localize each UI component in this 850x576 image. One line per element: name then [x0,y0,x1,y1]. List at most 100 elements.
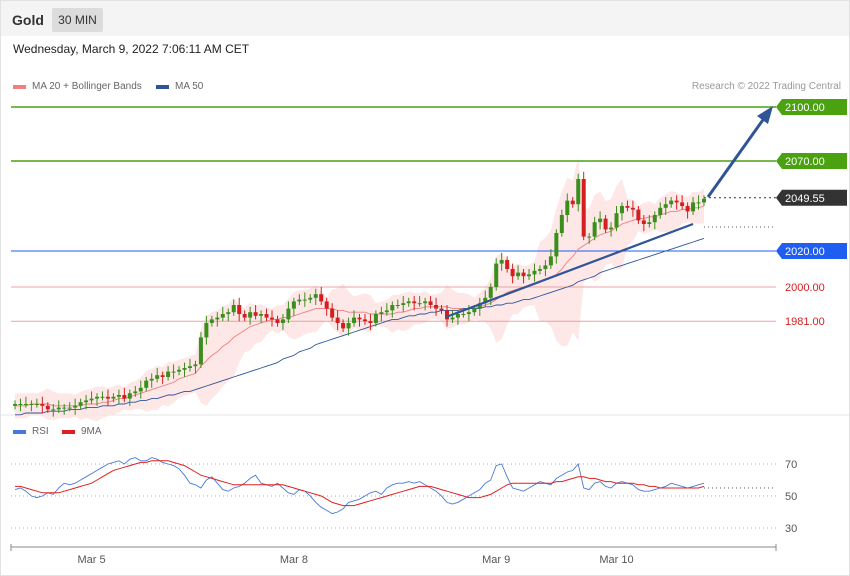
candle-body [177,369,182,372]
candle-body [144,380,149,388]
bollinger-bands [15,157,704,422]
candle-body [297,299,302,302]
candle-body [302,299,307,301]
candle-body [111,396,116,399]
candle-body [248,312,253,318]
candle-body [226,312,231,314]
candle-body [280,319,285,323]
candle-body [483,297,488,304]
candle-body [324,301,329,309]
candle-body [658,207,663,215]
candle-body [286,308,291,320]
candle-body [18,404,23,405]
forecast-arrow-head [757,106,773,124]
candle-body [40,404,45,406]
candle-body [34,404,39,405]
candle-body [652,215,657,223]
candle-body [346,323,351,329]
candle-body [570,200,575,205]
candle-body [155,375,160,379]
candle-body [581,179,586,237]
candle-body [45,405,50,410]
bollinger-band-area [15,157,704,422]
candle-body [78,402,83,406]
candle-body [62,407,67,409]
candle-body [270,317,275,320]
candle-body [29,404,34,405]
ma9-swatch [62,429,75,434]
candle-body [253,312,258,316]
price-levels: 2100.00 2070.00 2049.55 2020.00 2000.00 1981.… [11,99,847,328]
x-tick-label: Mar 10 [599,554,633,566]
x-tick-label: Mar 9 [482,554,510,566]
candle-body [450,317,455,320]
candle-body [352,317,357,323]
timeframe-button[interactable]: 30 MIN [52,8,103,32]
candle-body [384,310,389,313]
level-label-1981.00: 1981.00 [785,316,825,328]
candle-body [532,270,537,275]
x-axis: Mar 5 Mar 8 Mar 9 Mar 10 [10,544,777,566]
level-label-2049.55: 2049.55 [785,193,825,205]
rsi-tick-70: 70 [785,459,797,471]
candle-body [357,317,362,320]
candle-body [67,407,72,409]
rsi-line [14,457,705,515]
forecast-arrow-shaft [706,116,767,198]
candle-body [603,218,608,230]
candle-body [95,396,100,399]
candle-body [313,294,318,298]
candle-body [84,400,89,403]
candle-body [231,305,236,313]
candle-body [565,200,570,215]
candle-body [209,319,214,323]
candle-body [527,274,532,277]
candle-body [362,319,367,322]
candle-body [237,305,242,314]
candle-body [133,391,138,394]
candle-body [412,301,417,304]
candle-body [215,317,220,320]
candle-body [696,202,701,204]
level-tag-2020.00 [776,243,847,259]
candle-body [488,287,493,298]
level-label-2070.00: 2070.00 [785,156,825,168]
candle-body [122,395,127,399]
candle-body [390,305,395,311]
legend-9ma-label: 9MA [81,426,102,437]
candle-body [13,404,17,406]
instrument-title: Gold [12,12,44,28]
candle-body [587,236,592,238]
candle-body [669,200,674,205]
candle-body [461,314,466,315]
candle-body [598,218,603,223]
candle-body [674,200,679,203]
candle-body [116,395,121,397]
rsi-9ma-line [15,460,705,507]
candle-body [160,375,165,377]
legend-ma50: MA 50 [156,81,203,92]
candle-body [663,204,668,208]
candle-body [220,314,225,318]
candle-body [89,398,94,401]
candle-body [685,206,690,212]
candle-body [537,269,542,271]
rsi-swatch [13,429,26,434]
candle-body [242,314,247,318]
level-label-2100.00: 2100.00 [785,102,825,114]
candle-body [510,269,515,277]
x-tick-label: Mar 8 [280,554,308,566]
level-tag-2100.00 [776,99,847,115]
level-label-2000.00: 2000.00 [785,282,825,294]
ma50-swatch [156,84,169,89]
candle-body [417,303,422,305]
copyright-text: Research © 2022 Trading Central [691,81,841,92]
chart-datetime: Wednesday, March 9, 2022 7:06:11 AM CET [13,42,250,56]
candle-body [373,314,378,323]
candle-body [543,265,548,269]
candle-body [166,371,171,377]
candle-body [477,303,482,309]
candle-body [308,297,313,300]
trend-line [445,222,694,319]
candle-body [702,198,706,203]
